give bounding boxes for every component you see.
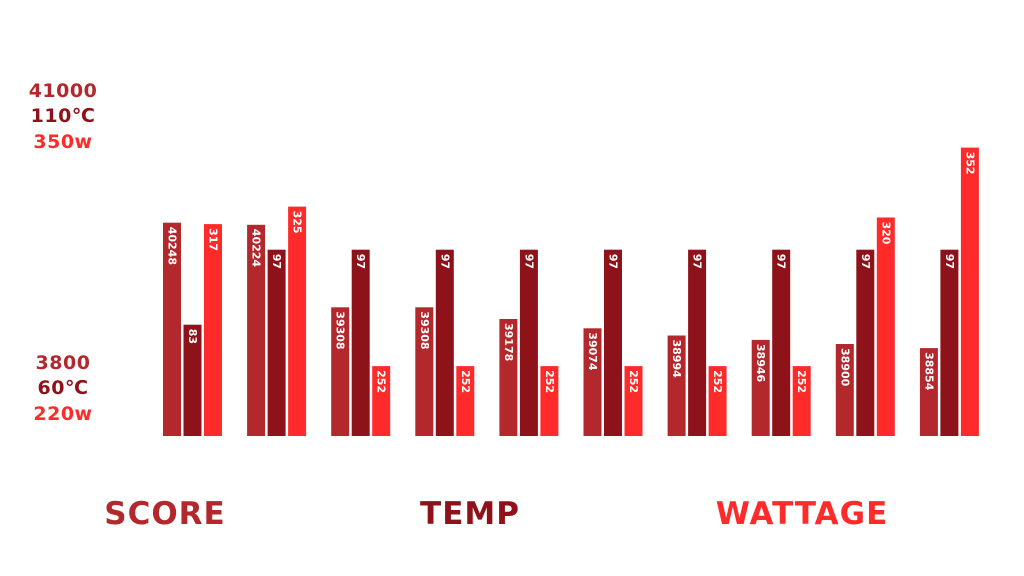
bar-temp-8 — [772, 249, 791, 436]
bar-label-score-3: 39308 — [334, 311, 347, 349]
bar-temp-9 — [856, 249, 875, 436]
bar-label-temp-3: 97 — [354, 254, 367, 269]
bar-wattage-9 — [876, 217, 895, 436]
bar-score-7 — [667, 335, 686, 436]
bar-temp-6 — [604, 249, 622, 436]
bar-label-score-4: 39308 — [418, 311, 431, 349]
bar-label-wattage-8: 252 — [795, 370, 808, 393]
bar-temp-1 — [183, 324, 202, 436]
bar-score-10 — [919, 348, 938, 436]
bar-score-5 — [499, 319, 518, 436]
bar-score-3 — [331, 307, 350, 436]
scale-top-wattage-label: 350w — [33, 131, 93, 153]
bar-label-temp-7: 97 — [691, 254, 704, 269]
bar-label-temp-4: 97 — [438, 254, 451, 269]
bar-label-wattage-3: 252 — [375, 370, 388, 393]
bar-label-temp-5: 97 — [522, 254, 535, 269]
bar-score-4 — [415, 307, 434, 436]
bar-temp-7 — [688, 249, 707, 436]
bar-label-temp-6: 97 — [607, 254, 620, 269]
bar-label-wattage-1: 317 — [207, 228, 220, 251]
bar-label-wattage-7: 252 — [711, 370, 724, 393]
legend-wattage: WATTAGE — [715, 496, 889, 532]
bar-wattage-8 — [792, 366, 811, 436]
bar-label-wattage-9: 320 — [879, 222, 892, 245]
bar-label-wattage-5: 252 — [543, 370, 556, 393]
bar-label-wattage-4: 252 — [459, 370, 472, 393]
scale-bottom-wattage-label: 220w — [33, 403, 93, 425]
scale-top-temp-label: 110℃ — [30, 105, 96, 127]
bar-label-score-9: 38900 — [838, 348, 851, 387]
scale-top-score-label: 41000 — [28, 80, 98, 102]
bar-wattage-4 — [456, 366, 475, 436]
bar-label-score-7: 38994 — [670, 340, 683, 379]
bar-label-score-6: 39074 — [586, 332, 599, 371]
bar-wattage-1 — [204, 224, 222, 436]
bar-score-1 — [163, 222, 181, 436]
bar-wattage-10 — [960, 147, 979, 436]
bar-label-temp-1: 83 — [186, 329, 199, 344]
bar-score-8 — [751, 339, 770, 436]
bar-wattage-3 — [372, 366, 391, 436]
bar-score-6 — [583, 328, 602, 436]
bar-wattage-6 — [624, 366, 643, 436]
bar-label-temp-10: 97 — [943, 254, 956, 269]
bar-temp-5 — [519, 249, 538, 436]
bar-label-temp-9: 97 — [859, 254, 872, 269]
bar-temp-3 — [351, 249, 370, 436]
bar-label-wattage-10: 352 — [963, 152, 976, 175]
bar-label-score-8: 38946 — [754, 344, 767, 383]
bar-label-score-10: 38854 — [922, 352, 935, 391]
bar-label-wattage-6: 252 — [627, 370, 640, 393]
bar-label-temp-8: 97 — [775, 254, 788, 269]
legend-temp: TEMP — [420, 496, 520, 532]
legend-score: SCORE — [104, 496, 226, 532]
scale-bottom-score-label: 3800 — [35, 352, 91, 374]
bar-temp-10 — [940, 249, 959, 436]
bar-wattage-2 — [288, 206, 307, 436]
bar-label-score-1: 40248 — [166, 227, 179, 265]
bar-temp-4 — [435, 249, 454, 436]
bar-wattage-7 — [708, 366, 727, 436]
bar-score-2 — [247, 224, 266, 436]
bar-wattage-5 — [540, 366, 559, 436]
bar-label-wattage-2: 325 — [291, 211, 304, 234]
bar-label-score-2: 40224 — [250, 229, 263, 268]
bar-label-temp-2: 97 — [270, 254, 283, 269]
bar-score-9 — [835, 344, 854, 436]
bar-temp-2 — [267, 249, 286, 436]
bar-label-score-5: 39178 — [502, 323, 515, 361]
scale-bottom-temp-label: 60℃ — [37, 377, 89, 399]
